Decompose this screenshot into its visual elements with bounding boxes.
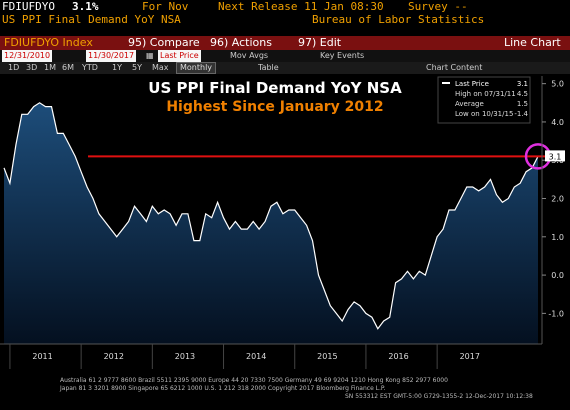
frequency-select[interactable]: Monthly: [176, 62, 217, 74]
controls-row-2: 1D 3D 1M 6M YTD 1Y 5Y Max Monthly Table …: [0, 62, 570, 74]
period-label: For Nov: [142, 0, 189, 13]
chart-subtitle: Highest Since January 2012: [166, 99, 383, 115]
y-tick-label: 4.0: [551, 118, 564, 127]
y-tick-label: 5.0: [551, 80, 564, 89]
legend-low-value: -1.4: [514, 110, 528, 118]
calendar-icon[interactable]: ▦: [146, 51, 154, 60]
period-3d[interactable]: 3D: [26, 63, 38, 72]
period-1y[interactable]: 1Y: [112, 63, 122, 72]
last-value-tag: [545, 150, 565, 162]
legend-average-value: 1.5: [517, 100, 528, 108]
start-date-input[interactable]: 12/31/2010: [2, 50, 53, 62]
next-release: Next Release 11 Jan 08:30: [218, 0, 384, 13]
x-tick-label: 2017: [460, 352, 480, 361]
x-tick-label: 2016: [388, 352, 408, 361]
chart-content-button[interactable]: Chart Content: [426, 63, 483, 72]
end-date-input[interactable]: 11/30/2017: [86, 50, 137, 62]
legend-swatch: [442, 82, 450, 84]
x-tick-label: 2014: [246, 352, 266, 361]
ticker-value: 3.1%: [72, 0, 99, 13]
source-name: Bureau of Labor Statistics: [312, 13, 485, 26]
last-value-label: 3.1: [549, 152, 562, 161]
y-tick-label: 1.0: [551, 233, 564, 242]
price-select[interactable]: Last Price: [158, 50, 201, 62]
y-tick-label: 0.0: [551, 271, 564, 280]
legend: Last Price 3.1 High on 07/31/11 4.5 Aver…: [437, 76, 531, 124]
legend-average-label: Average: [455, 100, 484, 108]
index-label[interactable]: FDIUFDYO Index: [4, 36, 93, 49]
legend-low-label: Low on 10/31/15: [455, 110, 513, 118]
footer-line-3: SN 553312 EST GMT-5:00 G729-1355-2 12-De…: [345, 393, 533, 400]
y-tick-label: -1.0: [548, 309, 564, 318]
period-max[interactable]: Max: [152, 63, 169, 72]
actions-button[interactable]: 96) Actions: [210, 36, 272, 49]
series-line: [3, 102, 539, 330]
key-events-toggle[interactable]: Key Events: [320, 51, 365, 60]
view-label[interactable]: Line Chart: [504, 36, 561, 49]
legend-last-value: 3.1: [517, 80, 528, 88]
controls-row-1: 12/31/2010 11/30/2017 ▦ Last Price Mov A…: [0, 50, 570, 62]
y-tick-label: 2.0: [551, 195, 564, 204]
mov-avgs-toggle[interactable]: Mov Avgs: [230, 51, 269, 60]
legend-box: [437, 76, 531, 124]
footer: Australia 61 2 9777 8600 Brazil 5511 239…: [0, 373, 570, 410]
chart-area: -1.00.01.02.03.04.05.03.1 20112012201320…: [0, 74, 570, 373]
survey: Survey --: [408, 0, 468, 13]
chart-title: US PPI Final Demand YoY NSA: [148, 79, 402, 97]
period-1m[interactable]: 1M: [44, 63, 56, 72]
header-row-2: US PPI Final Demand YoY NSA Bureau of La…: [0, 13, 570, 26]
period-ytd[interactable]: YTD: [82, 63, 98, 72]
toolbar: FDIUFDYO Index 95) Compare 96) Actions 9…: [0, 36, 570, 50]
legend-high-label: High on 07/31/11: [455, 90, 516, 98]
legend-high-value: 4.5: [517, 90, 528, 98]
table-button[interactable]: Table: [258, 63, 279, 72]
x-tick-label: 2015: [317, 352, 337, 361]
security-name: US PPI Final Demand YoY NSA: [2, 13, 181, 26]
x-tick-label: 2011: [32, 352, 52, 361]
x-tick-label: 2012: [104, 352, 124, 361]
footer-line-1: Australia 61 2 9777 8600 Brazil 5511 239…: [60, 377, 448, 384]
header-row-1: FDIUFDYO 3.1% For Nov Next Release 11 Ja…: [0, 0, 570, 13]
legend-last-label: Last Price: [455, 80, 489, 88]
x-tick-label: 2013: [175, 352, 195, 361]
footer-line-2: Japan 81 3 3201 8900 Singapore 65 6212 1…: [60, 385, 386, 392]
period-1d[interactable]: 1D: [8, 63, 20, 72]
compare-button[interactable]: 95) Compare: [128, 36, 200, 49]
period-5y[interactable]: 5Y: [132, 63, 142, 72]
edit-button[interactable]: 97) Edit: [298, 36, 342, 49]
ticker: FDIUFDYO: [2, 0, 55, 13]
period-6m[interactable]: 6M: [62, 63, 74, 72]
series-area: [4, 102, 538, 344]
